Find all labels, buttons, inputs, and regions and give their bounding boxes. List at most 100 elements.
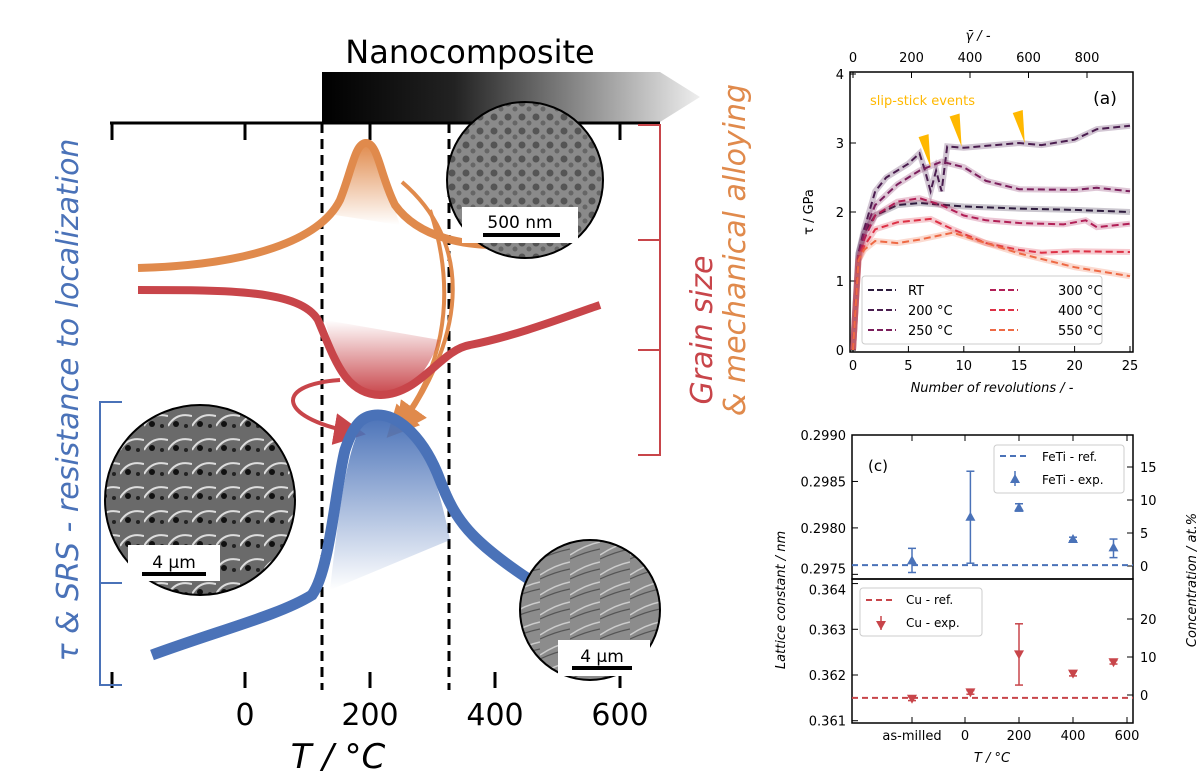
orange-curve	[137, 138, 496, 272]
nanocomposite-banner-arrow	[322, 72, 700, 122]
y-tick-label: 3	[836, 137, 844, 152]
tem-scale-bar-label: 500 nm	[487, 213, 552, 233]
data-marker	[1014, 650, 1024, 660]
tem-micrograph: 500 nm	[446, 101, 604, 259]
data-marker	[907, 694, 917, 704]
legend-feti: FeTi - ref. FeTi - exp.	[993, 444, 1125, 494]
legend-feti-ref: FeTi - ref.	[1042, 450, 1097, 464]
x-axis-label: T / °C	[291, 737, 386, 775]
legend-label: 250 °C	[908, 324, 953, 339]
nanocomposite-label: Nanocomposite	[345, 33, 594, 71]
top-tick-label: 800	[1075, 51, 1100, 66]
y-tick-label: 0.362	[809, 669, 846, 684]
blue-curve	[150, 409, 534, 661]
x-tick-label: 400	[1061, 729, 1086, 744]
y-tick-label: 1	[836, 275, 844, 290]
data-marker	[965, 511, 976, 521]
chart-shear-stress: (a) slip-stick events τ / GPa Number of …	[802, 29, 1138, 396]
data-marker	[1068, 669, 1078, 679]
sem-right-scale-label: 4 µm	[580, 647, 624, 667]
grain-size-label: Grain size	[685, 255, 720, 404]
slip-stick-annotation: slip-stick events	[870, 94, 975, 109]
data-marker	[1108, 658, 1119, 668]
right-tick-label: 5	[1140, 527, 1148, 542]
right-axis-label-c: Concentration / at.%	[1185, 513, 1200, 647]
red-dip-fill	[325, 320, 440, 395]
x-tick-label: 15	[1011, 359, 1028, 374]
series-line-0	[852, 201, 1131, 351]
x-axis-label-a: Number of revolutions / -	[911, 381, 1074, 396]
right-tick-label: 20	[1140, 613, 1157, 628]
y-tick-label: 0.2980	[801, 522, 847, 537]
x-tick-600: 600	[591, 698, 648, 733]
x-tick-label: 0	[849, 359, 857, 374]
x-tick-label: 5	[904, 359, 912, 374]
y-tick-label: 2	[836, 206, 844, 221]
bottom-axis-ticks	[110, 672, 622, 688]
slip-stick-arrow-icon	[949, 113, 962, 147]
panel-label-c: (c)	[868, 457, 888, 475]
x-tick-label: 25	[1122, 359, 1139, 374]
y-axis-label-c: Lattice constant / nm	[774, 531, 789, 669]
legend-label: 400 °C	[1058, 304, 1103, 319]
data-marker	[907, 555, 917, 565]
legend-cu-ref: Cu - ref.	[906, 593, 953, 607]
schematic-diagram: Nanocomposite 0 200 400 600 T / °C τ & S…	[51, 33, 753, 775]
x-tick-200: 200	[341, 698, 398, 733]
data-marker	[1068, 534, 1078, 544]
x-tick-0: 0	[235, 698, 254, 733]
x-tick-label: 10	[956, 359, 973, 374]
series-line-5	[852, 231, 1131, 351]
x-tick-label: 200	[1007, 729, 1032, 744]
y-tick-label: 0.2990	[801, 429, 847, 444]
right-tick-label: 0	[1140, 689, 1148, 704]
chart-lattice-constant: (c) Lattice constant / nm Concentration …	[774, 429, 1200, 766]
top-tick-label: 0	[849, 51, 857, 66]
slip-stick-arrow-icon	[1012, 110, 1025, 143]
legend-label: RT	[908, 284, 924, 299]
legend-label: 300 °C	[1058, 284, 1103, 299]
y-tick-label: 0.2975	[801, 562, 847, 577]
legend-cu: Cu - ref. Cu - exp.	[859, 587, 983, 637]
legend-label: 200 °C	[908, 304, 953, 319]
right-tick-label: 10	[1140, 494, 1157, 509]
y-tick-label: 0	[836, 344, 844, 359]
series-line-4	[852, 217, 1131, 351]
y-tick-label: 4	[836, 68, 844, 83]
sem-micrograph-right: 4 µm	[519, 539, 661, 681]
data-marker	[1014, 502, 1024, 512]
sem-left-scale-label: 4 µm	[152, 553, 196, 573]
orange-peak-fill	[335, 143, 400, 225]
left-axis-label: τ & SRS - resistance to localization	[51, 139, 86, 662]
red-curve	[137, 286, 602, 400]
data-marker	[965, 688, 976, 698]
top-tick-label: 200	[899, 51, 924, 66]
blue-peak-fill	[330, 415, 450, 590]
top-tick-label: 400	[958, 51, 983, 66]
y-tick-label: 0.364	[809, 584, 846, 599]
orange-arrow-2	[386, 209, 447, 438]
x-axis-label-c: T / °C	[974, 751, 1011, 766]
sem-micrograph-left: 4 µm	[104, 404, 296, 596]
right-tick-label: 10	[1140, 651, 1157, 666]
panel-label-a: (a)	[1093, 89, 1117, 109]
legend-label: 550 °C	[1058, 324, 1103, 339]
top-axis-label-a: γ̄ / -	[965, 29, 990, 44]
series-line-2	[852, 160, 1131, 351]
series-line-3	[852, 197, 1131, 351]
x-tick-label: 20	[1066, 359, 1083, 374]
mechanical-alloying-label: & mechanical alloying	[718, 84, 753, 416]
y-tick-label: 0.2985	[801, 475, 847, 490]
slip-stick-arrow-icon	[918, 134, 931, 168]
x-tick-label: 600	[1115, 729, 1140, 744]
right-tick-label: 0	[1140, 560, 1148, 575]
data-marker	[1108, 542, 1119, 552]
y-tick-label: 0.361	[809, 715, 846, 730]
legend-feti-exp: FeTi - exp.	[1042, 473, 1104, 487]
top-tick-label: 600	[1016, 51, 1041, 66]
series-line-1	[852, 124, 1131, 351]
x-tick-label: as-milled	[882, 729, 941, 744]
legend-a: RT 200 °C 250 °C 300 °C 400 °C 550 °C	[861, 275, 1103, 345]
x-tick-400: 400	[466, 698, 523, 733]
x-tick-label: 0	[961, 729, 969, 744]
